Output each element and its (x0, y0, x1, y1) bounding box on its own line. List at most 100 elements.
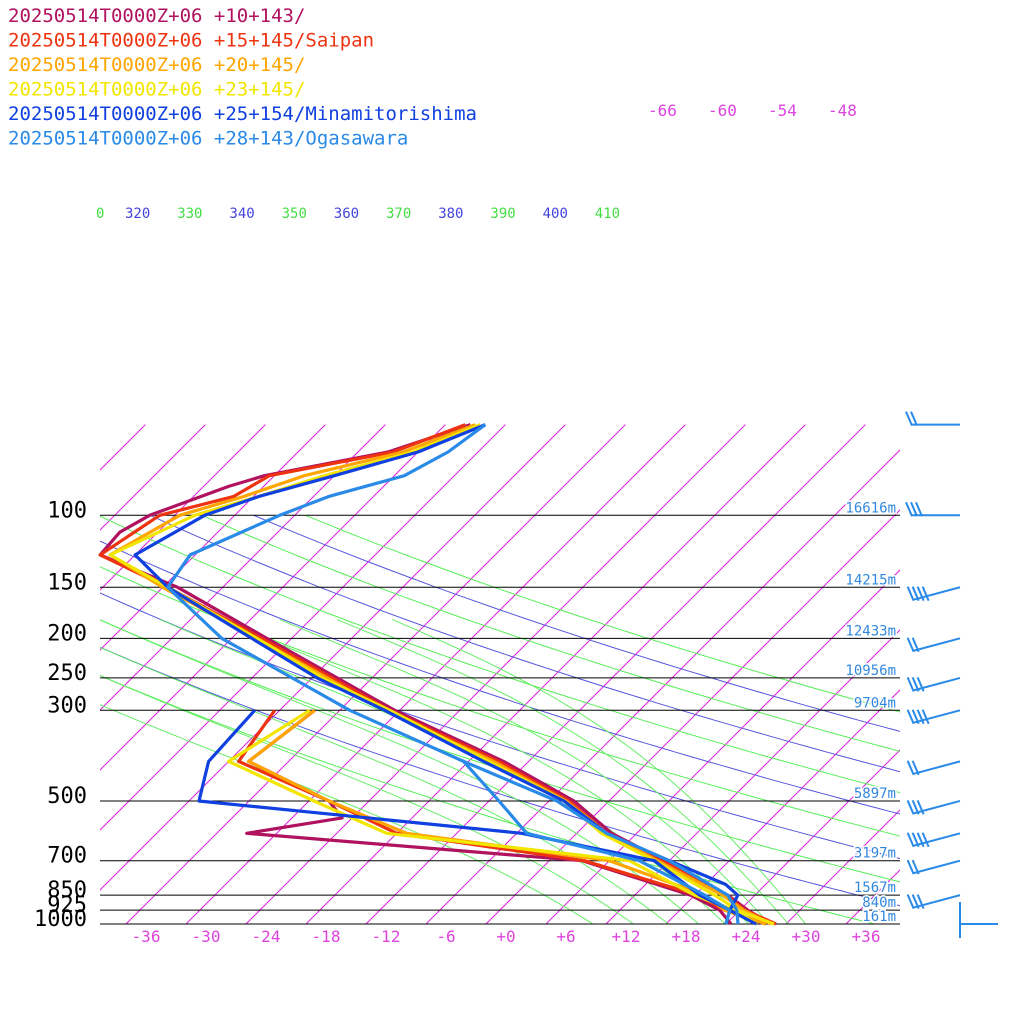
series-5 (166, 423, 740, 925)
height-label: 14215m (845, 572, 896, 588)
barb-feather (911, 894, 920, 909)
barb-feather (916, 676, 925, 692)
moist-adiabat-line (220, 619, 750, 924)
barb-feather (921, 586, 930, 602)
height-label: 161m (862, 909, 896, 925)
x-tick-label: -18 (312, 927, 341, 946)
theta-label: 370 (386, 206, 411, 222)
legend-entry: 20250514T0000Z+06 +10+143/ (8, 5, 305, 27)
barb-feather (911, 859, 920, 875)
theta-label: 320 (125, 206, 150, 222)
moist-adiabat-line (100, 619, 699, 924)
barb-feather (921, 709, 930, 725)
wind-barb (906, 586, 961, 602)
wind-barb (906, 859, 961, 875)
isotherm-line (665, 689, 900, 924)
isotherm-line (125, 424, 626, 924)
height-label: 10956m (845, 663, 896, 679)
theta-label: 360 (334, 206, 359, 222)
barb-feather (906, 832, 915, 848)
wind-barb (906, 832, 961, 848)
isotherm-top-label: -66 (648, 101, 677, 120)
height-label: 1567m (854, 880, 896, 896)
moist-adiabat-line (279, 619, 771, 924)
barb-feather (905, 411, 913, 427)
isotherm-line (185, 424, 686, 924)
barb-feather (911, 832, 920, 848)
wind-barb (905, 501, 960, 517)
legend-entry: 20250514T0000Z+06 +20+145/ (8, 54, 305, 76)
wind-barb (906, 709, 961, 725)
x-tick-label: -12 (372, 927, 401, 946)
x-tick-label: +36 (852, 927, 881, 946)
pressure-grid: 100 16616m 150 14215m 200 12433m 250 10956m 300 9… (34, 101, 900, 932)
theta-label: 410 (595, 206, 620, 222)
dry-adiabat-line (100, 592, 900, 860)
barb-feather (910, 411, 918, 427)
temperature-axis: -36 -30 -24 -18 -12 -6 +0 +6 +12 +18 +24 +30 +36 (132, 927, 881, 946)
moist-adiabat-line (100, 675, 634, 924)
temperature-line (133, 423, 757, 926)
legend-entry: 20250514T0000Z+06 +28+143/Ogasawara (8, 128, 408, 150)
wind-barbs (905, 411, 998, 938)
wind-barb (905, 411, 960, 427)
theta-label: 400 (543, 206, 568, 222)
wind-barb (959, 902, 998, 938)
isotherm-top-label: -60 (708, 101, 737, 120)
theta-label: 390 (490, 206, 515, 222)
pressure-label: 300 (47, 693, 87, 718)
isotherm-line (100, 424, 506, 831)
isotherm-line (425, 449, 900, 924)
barb-feather (916, 586, 925, 602)
barb-feather (906, 709, 915, 725)
moist-adiabat-line (100, 704, 594, 924)
height-label: 3197m (854, 846, 896, 862)
x-tick-label: +24 (732, 927, 761, 946)
legend-entry: 20250514T0000Z+06 +25+154/Minamitorishim… (8, 103, 477, 125)
wind-barb (906, 676, 961, 692)
wind-barb (906, 799, 961, 815)
barb-feather (906, 894, 915, 909)
theta-label: 350 (282, 206, 307, 222)
x-tick-label: +18 (672, 927, 701, 946)
dry-adiabat-line (100, 619, 900, 883)
dry-adiabat-line (253, 514, 900, 732)
pressure-label: 850 (47, 878, 87, 903)
isotherm-top-label: -48 (828, 101, 857, 120)
isotherm-line (305, 424, 806, 924)
barb-feather (911, 676, 920, 692)
pressure-label: 925 (47, 893, 87, 918)
barb-feather (911, 637, 920, 653)
theta-label: 340 (229, 206, 254, 222)
theta-label: 330 (177, 206, 202, 222)
x-tick-label: -6 (436, 927, 455, 946)
height-label: 12433m (845, 623, 896, 639)
x-tick-label: +6 (556, 927, 575, 946)
barb-feather (906, 799, 915, 815)
x-tick-label: +30 (792, 927, 821, 946)
dry-adiabat-line (305, 514, 900, 713)
x-tick-label: +12 (612, 927, 641, 946)
barb-feather (910, 501, 918, 517)
wind-barb (906, 760, 961, 776)
pressure-label: 150 (47, 570, 87, 595)
barb-feather (916, 709, 925, 725)
height-label: 840m (862, 895, 896, 911)
x-tick-label: +0 (496, 927, 515, 946)
isotherm-line (485, 509, 900, 924)
x-tick-label: -30 (192, 927, 221, 946)
barb-feather (906, 859, 915, 875)
dry-adiabat-line (100, 566, 900, 837)
wind-barb (906, 894, 961, 909)
dry-adiabat-line (100, 515, 900, 794)
isotherm-line (785, 809, 900, 924)
barb-feather (905, 501, 913, 517)
isotherm-line (725, 749, 900, 924)
barb-feather (911, 586, 920, 602)
temperature-line (108, 423, 772, 926)
isotherm-line (0, 425, 25, 924)
barb-feather (916, 894, 925, 909)
barb-feather (906, 586, 915, 602)
isotherm-line (605, 629, 900, 924)
